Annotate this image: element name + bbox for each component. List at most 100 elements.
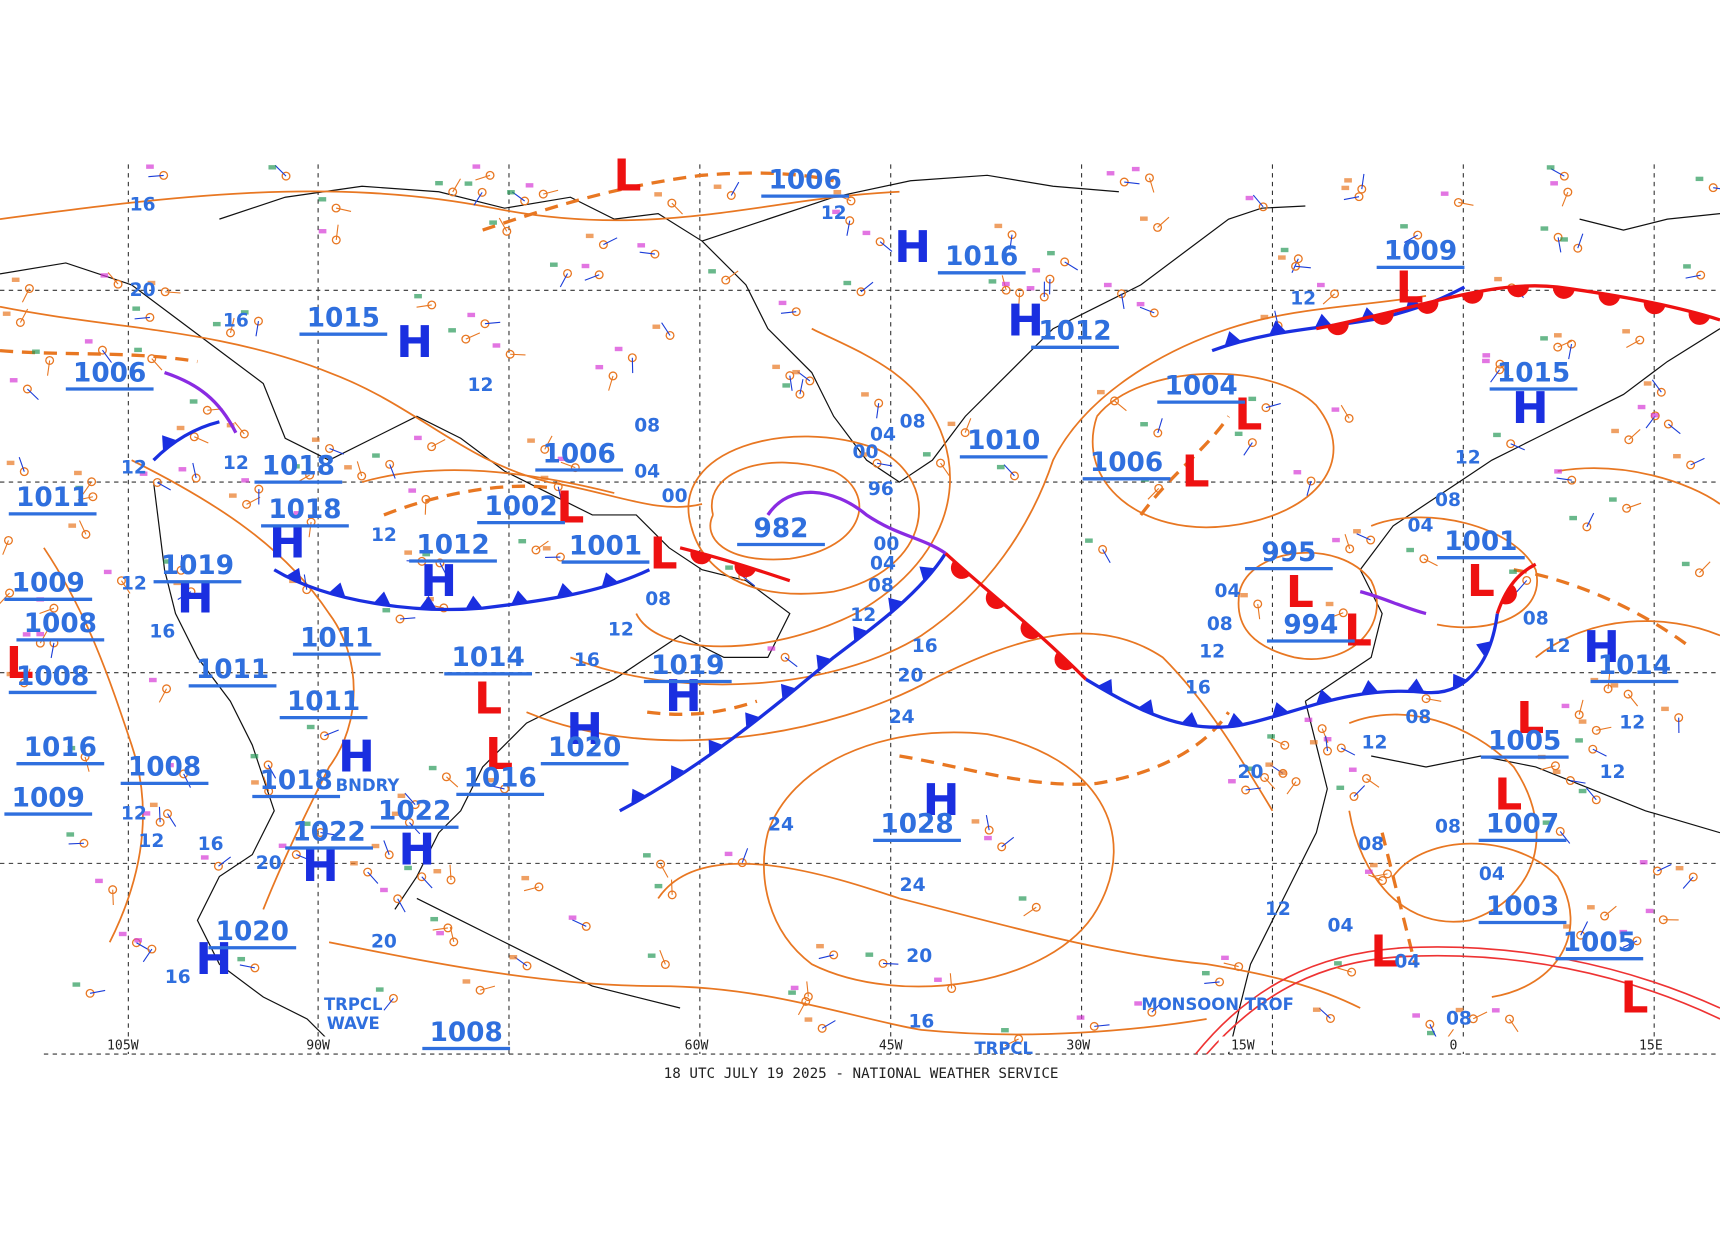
station-datum <box>1482 358 1490 364</box>
station-datum <box>95 878 103 884</box>
station-datum <box>1002 281 1010 287</box>
isobar-label: 12 <box>608 619 634 640</box>
station-datum <box>772 364 780 370</box>
wind-barb <box>1147 487 1160 500</box>
station-datum <box>865 952 874 957</box>
station-circle <box>1600 911 1610 921</box>
wind-barb <box>183 773 191 788</box>
station-circle <box>1495 365 1505 375</box>
station-circle <box>1623 689 1633 699</box>
station-circle <box>1349 792 1359 802</box>
wind-barb <box>671 202 683 215</box>
station-datum <box>1332 537 1340 543</box>
station-circle <box>737 858 747 868</box>
station-datum <box>1103 282 1112 288</box>
station-datum <box>816 943 824 949</box>
station-circle <box>594 270 604 280</box>
pressure-value: 1011 <box>287 687 360 717</box>
trough <box>0 348 198 364</box>
isobar <box>361 469 615 494</box>
station-datum <box>1491 1008 1500 1013</box>
front-triangle <box>1097 678 1113 695</box>
station-circle <box>435 558 445 568</box>
wind-barb <box>82 481 93 495</box>
wind-barb <box>572 919 587 927</box>
wind-barb <box>846 220 851 236</box>
station-datum <box>430 916 439 922</box>
wind-barb <box>1148 177 1155 193</box>
station-datum <box>1348 767 1357 772</box>
front-triangle <box>1269 320 1287 336</box>
station-datum <box>1560 237 1568 242</box>
pressure-value: 1022 <box>378 797 451 827</box>
station-circle <box>1663 419 1673 429</box>
front-triangle <box>888 597 904 614</box>
cold-front <box>152 420 220 462</box>
isobar <box>709 461 861 561</box>
wind-barb <box>1368 874 1383 882</box>
wind-barb <box>177 591 192 601</box>
station-datum <box>643 853 651 858</box>
wind-barb <box>1139 306 1155 314</box>
station-circle <box>449 937 459 947</box>
wind-barb <box>421 876 433 889</box>
station-circle <box>1347 967 1357 977</box>
station-datum <box>1550 181 1558 186</box>
station-circle <box>85 988 95 998</box>
wind-barb <box>1604 905 1617 917</box>
front-triangle <box>419 595 437 610</box>
wind-barb <box>1321 728 1329 743</box>
front-semicircle <box>1598 292 1621 306</box>
station-datum <box>1096 389 1105 395</box>
station-circle <box>448 187 458 197</box>
trough <box>1380 832 1417 965</box>
trough <box>1513 568 1691 648</box>
station-datum <box>1032 268 1041 273</box>
pressure-value: 1018 <box>260 766 333 796</box>
station-datum <box>6 671 15 677</box>
wind-barb <box>296 854 311 861</box>
station-circle <box>162 809 172 819</box>
station-circle <box>384 850 394 860</box>
isobar-label: 12 <box>223 453 249 474</box>
front-triangle <box>373 591 391 606</box>
wind-barb <box>489 784 505 790</box>
front-semicircle <box>1500 583 1517 605</box>
station-datum <box>163 559 172 564</box>
station-circle <box>608 371 618 381</box>
isobar-label: 12 <box>821 203 847 224</box>
station-circle <box>116 576 126 586</box>
wind-barb <box>661 322 671 336</box>
front-semicircle <box>1054 651 1074 671</box>
station-datum <box>713 184 722 189</box>
wind-barb <box>324 729 339 737</box>
wind-barb <box>120 580 131 594</box>
isobar <box>43 547 144 943</box>
wind-barb <box>1570 780 1586 784</box>
station-circle <box>1258 202 1268 212</box>
station-datum <box>1085 538 1093 543</box>
station-datum <box>139 471 148 476</box>
wind-barb <box>229 317 235 334</box>
station-circle <box>538 189 548 199</box>
isobar-label: 16 <box>908 1012 934 1033</box>
isobar-label: 16 <box>912 636 938 657</box>
isobar-label: 12 <box>850 605 876 626</box>
pressure-value: 1004 <box>1165 371 1238 401</box>
station-datum <box>585 233 594 239</box>
station-circle <box>1247 438 1257 448</box>
station-datum <box>971 819 980 824</box>
isobar-label: 00 <box>662 486 688 507</box>
pressure-value: 1006 <box>73 358 146 388</box>
pressure-value: 1006 <box>1090 448 1163 478</box>
wind-barb <box>449 864 452 881</box>
station-circle <box>667 198 677 208</box>
pressure-value: 1009 <box>12 569 85 599</box>
isobar-label: 04 <box>1327 915 1353 936</box>
pressure-value: 1006 <box>769 165 842 195</box>
station-datum <box>100 273 109 278</box>
pressure-value: 1028 <box>880 810 953 840</box>
station-datum <box>1248 396 1257 402</box>
station-datum <box>581 263 590 269</box>
low-center: L <box>1396 262 1424 313</box>
